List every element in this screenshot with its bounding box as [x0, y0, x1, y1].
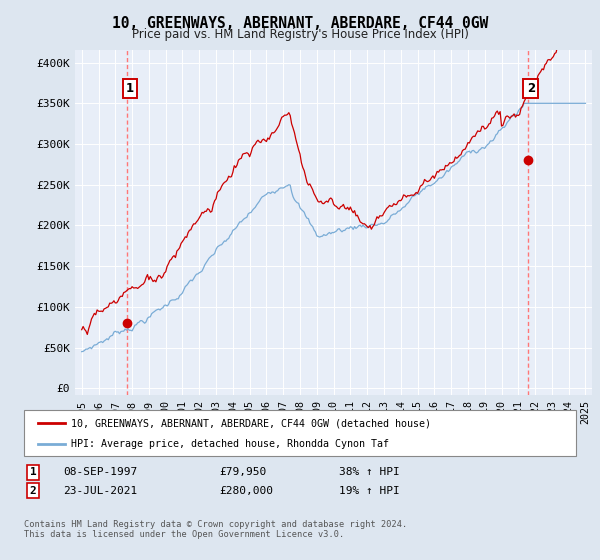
Text: HPI: Average price, detached house, Rhondda Cynon Taf: HPI: Average price, detached house, Rhon…: [71, 438, 389, 449]
FancyBboxPatch shape: [24, 410, 576, 456]
Text: Contains HM Land Registry data © Crown copyright and database right 2024.
This d: Contains HM Land Registry data © Crown c…: [24, 520, 407, 539]
Text: Price paid vs. HM Land Registry's House Price Index (HPI): Price paid vs. HM Land Registry's House …: [131, 28, 469, 41]
Text: £79,950: £79,950: [219, 467, 266, 477]
Text: £280,000: £280,000: [219, 486, 273, 496]
Text: 1: 1: [126, 82, 134, 95]
Text: 2: 2: [527, 82, 535, 95]
Text: 10, GREENWAYS, ABERNANT, ABERDARE, CF44 0GW (detached house): 10, GREENWAYS, ABERNANT, ABERDARE, CF44 …: [71, 418, 431, 428]
Text: 38% ↑ HPI: 38% ↑ HPI: [339, 467, 400, 477]
Text: 23-JUL-2021: 23-JUL-2021: [63, 486, 137, 496]
Text: 10, GREENWAYS, ABERNANT, ABERDARE, CF44 0GW: 10, GREENWAYS, ABERNANT, ABERDARE, CF44 …: [112, 16, 488, 31]
Text: 19% ↑ HPI: 19% ↑ HPI: [339, 486, 400, 496]
Text: 08-SEP-1997: 08-SEP-1997: [63, 467, 137, 477]
Text: 1: 1: [29, 467, 37, 477]
Text: 2: 2: [29, 486, 37, 496]
